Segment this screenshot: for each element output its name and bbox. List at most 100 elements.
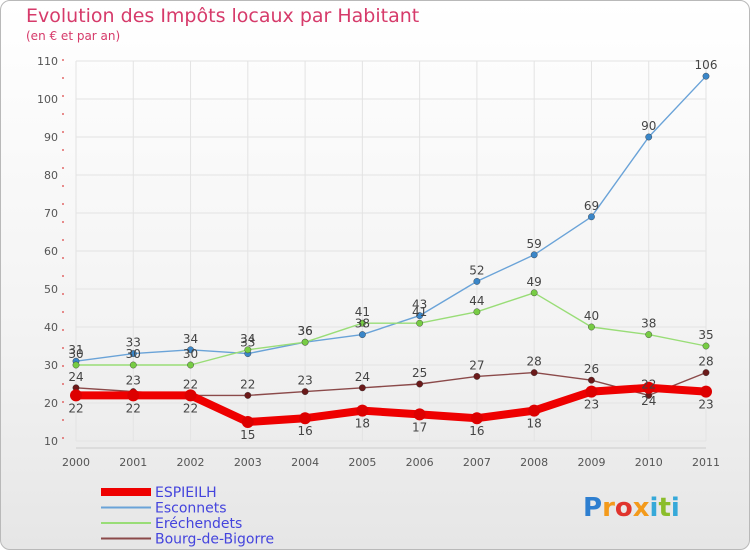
data-label: 22 [240,377,255,391]
x-tick-label: 2006 [406,456,434,469]
logo-letter: x [633,493,650,523]
y-tick-label: 20 [44,397,58,410]
data-point [530,369,538,376]
data-point [413,408,426,421]
data-label: 15 [240,428,255,442]
data-label: 23 [698,398,713,412]
data-label: 24 [68,370,83,384]
data-point [184,389,197,402]
data-label: 41 [355,305,370,319]
data-label: 24 [641,394,656,408]
data-point [645,133,653,141]
y-tick-label: 80 [44,169,58,182]
legend: ESPIEILHEsconnetsEréchendetsBourg-de-Big… [101,485,274,548]
data-label: 30 [183,347,198,361]
legend-label: Bourg-de-Bigorre [155,532,274,548]
data-point [187,361,194,369]
x-tick-label: 2011 [692,456,720,469]
data-point [358,384,366,392]
data-label: 28 [698,355,713,369]
data-point [416,319,424,327]
x-tick-label: 2003 [234,456,262,469]
data-label: 40 [584,309,599,323]
grid-layer [75,60,707,442]
y-tick-label: 110 [37,55,58,68]
data-label: 49 [527,275,542,289]
data-label: 23 [584,398,599,412]
data-point [585,385,598,398]
data-label: 18 [527,417,542,431]
x-tick-label: 2001 [119,456,147,469]
proxiti-logo: Proxiti [583,493,680,523]
data-label: 28 [527,355,542,369]
data-label: 18 [355,417,370,431]
data-label: 38 [641,317,656,331]
data-label: 106 [695,58,718,72]
data-label: 52 [469,263,484,277]
data-label: 25 [412,366,427,380]
series-layer [70,72,712,428]
legend-label: ESPIEILH [155,485,217,501]
data-point [473,277,481,285]
logo-letter: i [650,493,659,523]
data-label: 22 [183,377,198,391]
logo-letter: i [671,493,680,523]
data-label: 22 [68,401,83,415]
data-point [473,308,481,316]
data-label: 16 [469,424,484,438]
data-point [702,369,710,376]
data-point [642,381,655,394]
data-label: 33 [126,336,141,350]
x-tick-label: 2005 [348,456,376,469]
series-line-Eréchendets [76,292,707,366]
data-point [356,404,369,417]
data-point [588,323,595,331]
y-tick-label: 100 [37,93,58,106]
data-point [129,361,137,369]
data-point [473,372,481,380]
data-point [530,289,538,297]
data-label: 23 [297,374,312,388]
data-point [645,331,653,338]
data-label: 23 [126,374,141,388]
series-line-ESPIEILH [76,383,707,426]
data-label: 69 [584,199,599,213]
data-label: 33 [240,336,255,350]
data-point [301,388,309,395]
data-label: 38 [355,317,370,331]
logo-letter: o [615,493,633,523]
data-label: 90 [641,119,656,133]
data-label: 34 [240,332,255,346]
data-label: 41 [412,305,427,319]
data-point [129,350,137,357]
data-label: 27 [469,358,484,372]
logo-letter: r [602,493,615,523]
data-label: 30 [68,347,83,361]
logo-letter: t [658,493,670,523]
data-point [702,72,710,80]
y-tick-label: 40 [44,321,58,334]
data-label: 43 [412,298,427,312]
data-label: 17 [412,420,427,434]
data-label: 36 [297,324,312,338]
x-tick-label: 2010 [635,456,663,469]
y-tick-label: 70 [44,207,58,220]
chart-subtitle: (en € et par an) [26,29,121,43]
data-label: 36 [297,324,312,338]
data-label: 22 [183,401,198,415]
logo-letter: P [583,493,602,523]
data-point [241,416,254,428]
series-line-Esconnets [75,75,707,362]
data-point [244,346,252,354]
data-label: 22 [126,401,141,415]
data-point [244,391,252,399]
y-tick-label: 60 [44,245,58,258]
y-tick-label: 90 [44,131,58,144]
data-point [299,412,312,425]
data-point [588,213,595,221]
data-label: 26 [584,362,599,376]
data-point [187,346,194,354]
y-tick-label: 10 [44,435,58,448]
